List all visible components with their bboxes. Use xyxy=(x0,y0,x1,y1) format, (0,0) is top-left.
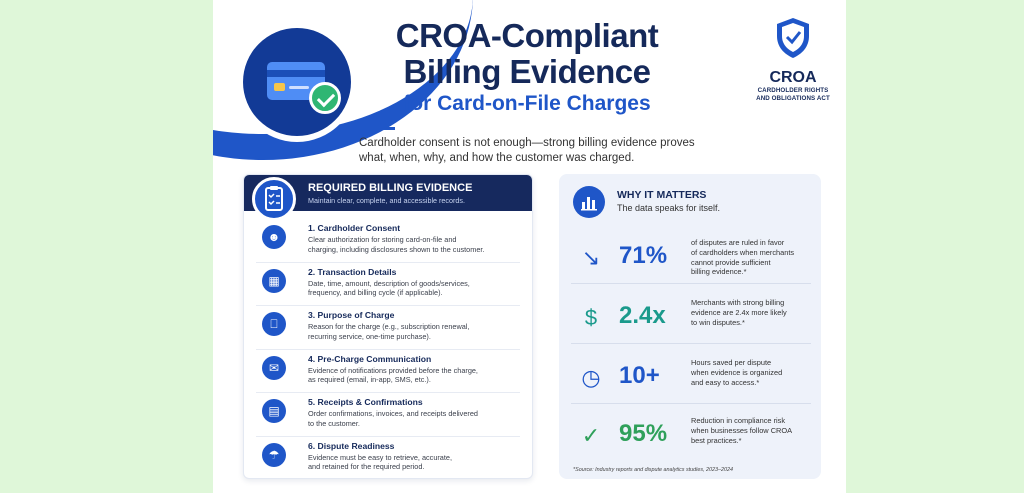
credit-card-hero xyxy=(243,28,351,136)
evidence-title: REQUIRED BILLING EVIDENCE xyxy=(308,182,473,194)
shield-check-icon xyxy=(777,18,809,58)
infographic-page: CROA-Compliant Billing Evidence for Card… xyxy=(213,0,846,493)
stat-value: 2.4x xyxy=(619,302,666,329)
why-title: WHY IT MATTERS xyxy=(617,189,707,201)
clock-icon: ◷ xyxy=(581,365,601,390)
envelope-icon: ✉ xyxy=(262,355,286,380)
why-subtitle: The data speaks for itself. xyxy=(617,203,721,213)
stat-value: 10+ xyxy=(619,362,660,389)
checklist-icon xyxy=(252,177,296,221)
stat-value: 71% xyxy=(619,242,668,269)
why-it-matters-panel: WHY IT MATTERS The data speaks for itsel… xyxy=(559,174,821,479)
item-title: 5. Receipts & Confirmations xyxy=(308,397,423,407)
stat-row: ↘ 71% of disputes are ruled in favor of c… xyxy=(571,230,811,284)
calendar-icon: ▦ xyxy=(262,268,286,293)
item-title: 3. Purpose of Charge xyxy=(308,310,395,320)
evidence-list: ☻ 1. Cardholder Consent Clear authorizat… xyxy=(244,211,532,479)
list-item: ☂ 6. Dispute Readiness Evidence must be … xyxy=(256,437,520,479)
logo-subtitle: CARDHOLDER RIGHTS AND OBLIGATIONS ACT xyxy=(756,87,830,102)
bar-chart-icon xyxy=(573,186,605,218)
evidence-header: REQUIRED BILLING EVIDENCE Maintain clear… xyxy=(244,175,532,221)
stat-description: Merchants with strong billing evidence ar… xyxy=(691,298,787,327)
item-description: Order confirmations, invoices, and recei… xyxy=(308,409,478,428)
item-title: 6. Dispute Readiness xyxy=(308,440,395,451)
shield-check-icon: ✓ xyxy=(581,423,601,448)
item-title: 2. Transaction Details xyxy=(308,266,397,277)
stat-row: $ 2.4x Merchants with strong billing evid… xyxy=(571,290,811,344)
logo-name: CROA xyxy=(769,69,817,86)
item-description: Date, time, amount, description of goods… xyxy=(308,278,470,298)
person-icon: ☻ xyxy=(262,225,286,249)
stat-row: ◷ 10+ Hours saved per dispute when eviden… xyxy=(571,350,811,404)
item-title: 1. Cardholder Consent xyxy=(308,223,401,233)
list-item: ☻ 1. Cardholder Consent Clear authorizat… xyxy=(256,219,520,263)
check-icon xyxy=(309,82,341,114)
page-title: CROA-Compliant Billing Evidence xyxy=(395,17,659,90)
list-item: ✉ 4. Pre-Charge Communication Evidence o… xyxy=(256,350,520,393)
item-description: Evidence must be easy to retrieve, accur… xyxy=(308,452,452,472)
list-item: ▦ 2. Transaction Details Date, time, amo… xyxy=(256,263,520,306)
intro-text: Cardholder consent is not enough—strong … xyxy=(359,137,695,164)
page-subtitle: for Card-on-File Charges xyxy=(403,92,651,115)
stat-description: Reduction in compliance risk when busines… xyxy=(691,416,793,445)
item-description: Evidence of notifications provided befor… xyxy=(308,365,478,385)
shield-icon: ☂ xyxy=(262,442,286,467)
list-item: ▤ 5. Receipts & Confirmations Order conf… xyxy=(256,393,520,437)
required-evidence-panel: REQUIRED BILLING EVIDENCE Maintain clear… xyxy=(243,174,533,479)
source-note: *Source: Industry reports and dispute an… xyxy=(573,467,734,473)
item-description: Reason for the charge (e.g., subscriptio… xyxy=(308,322,470,341)
stat-row: ✓ 95% Reduction in compliance risk when b… xyxy=(571,408,811,462)
croa-logo: CROA CARDHOLDER RIGHTS AND OBLIGATIONS A… xyxy=(748,16,838,103)
item-title: 4. Pre-Charge Communication xyxy=(308,353,432,364)
cart-icon: ⎕ xyxy=(262,312,286,336)
list-item: ⎕ 3. Purpose of Charge Reason for the ch… xyxy=(256,306,520,350)
stat-description: Hours saved per dispute when evidence is … xyxy=(691,358,783,387)
evidence-subtitle: Maintain clear, complete, and accessible… xyxy=(308,196,466,205)
stat-description: of disputes are ruled in favor of cardhol… xyxy=(691,238,795,277)
item-description: Clear authorization for storing card-on-… xyxy=(308,235,485,254)
title-divider xyxy=(359,127,395,130)
document-icon: ▤ xyxy=(262,399,286,423)
chart-down-icon: ↘ xyxy=(581,245,601,270)
stat-value: 95% xyxy=(619,420,668,447)
dollar-icon: $ xyxy=(584,305,598,330)
